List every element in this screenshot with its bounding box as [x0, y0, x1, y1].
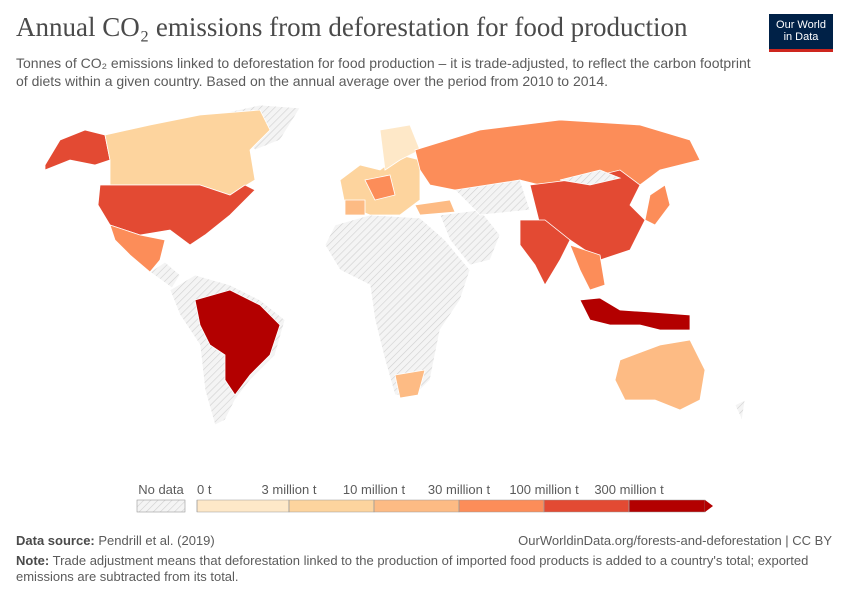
url[interactable]: OurWorldinData.org/forests-and-deforesta…: [518, 533, 832, 548]
legend-label: 10 million t: [343, 482, 406, 497]
source-text[interactable]: Pendrill et al. (2019): [98, 533, 215, 548]
countries: [44, 104, 746, 426]
legend-label: 300 million t: [594, 482, 664, 497]
legend-label: 3 million t: [262, 482, 317, 497]
note-text: Trade adjustment means that deforestatio…: [16, 553, 809, 584]
legend-swatch: [628, 499, 706, 513]
source: Data source: Pendrill et al. (2019): [16, 533, 215, 548]
logo-text: Our World: [776, 19, 826, 31]
logo-text: in Data: [783, 31, 819, 43]
legend-swatch: [288, 499, 375, 513]
legend-swatch: [458, 499, 545, 513]
legend-swatch: [543, 499, 630, 513]
note-label: Note:: [16, 553, 50, 568]
legend-label: 100 million t: [509, 482, 579, 497]
legend-arrow: [705, 500, 713, 512]
title: Annual CO₂ emissions from deforestation …: [16, 12, 688, 42]
logo[interactable]: Our World in Data: [769, 14, 833, 52]
legend-label: No data: [138, 482, 184, 497]
legend-swatch: [196, 499, 290, 513]
legend-swatch: [373, 499, 460, 513]
source-label: Data source:: [16, 533, 95, 548]
legend-label: 0 t: [197, 482, 212, 497]
legend-label: 30 million t: [428, 482, 491, 497]
note: Note: Trade adjustment means that defore…: [16, 553, 826, 585]
no-data-swatch: [136, 499, 186, 513]
legend: No data 0 t 3 million t 10 million t 30 mil…: [136, 482, 713, 513]
subtitle: Tonnes of CO₂ emissions linked to defore…: [16, 55, 751, 89]
